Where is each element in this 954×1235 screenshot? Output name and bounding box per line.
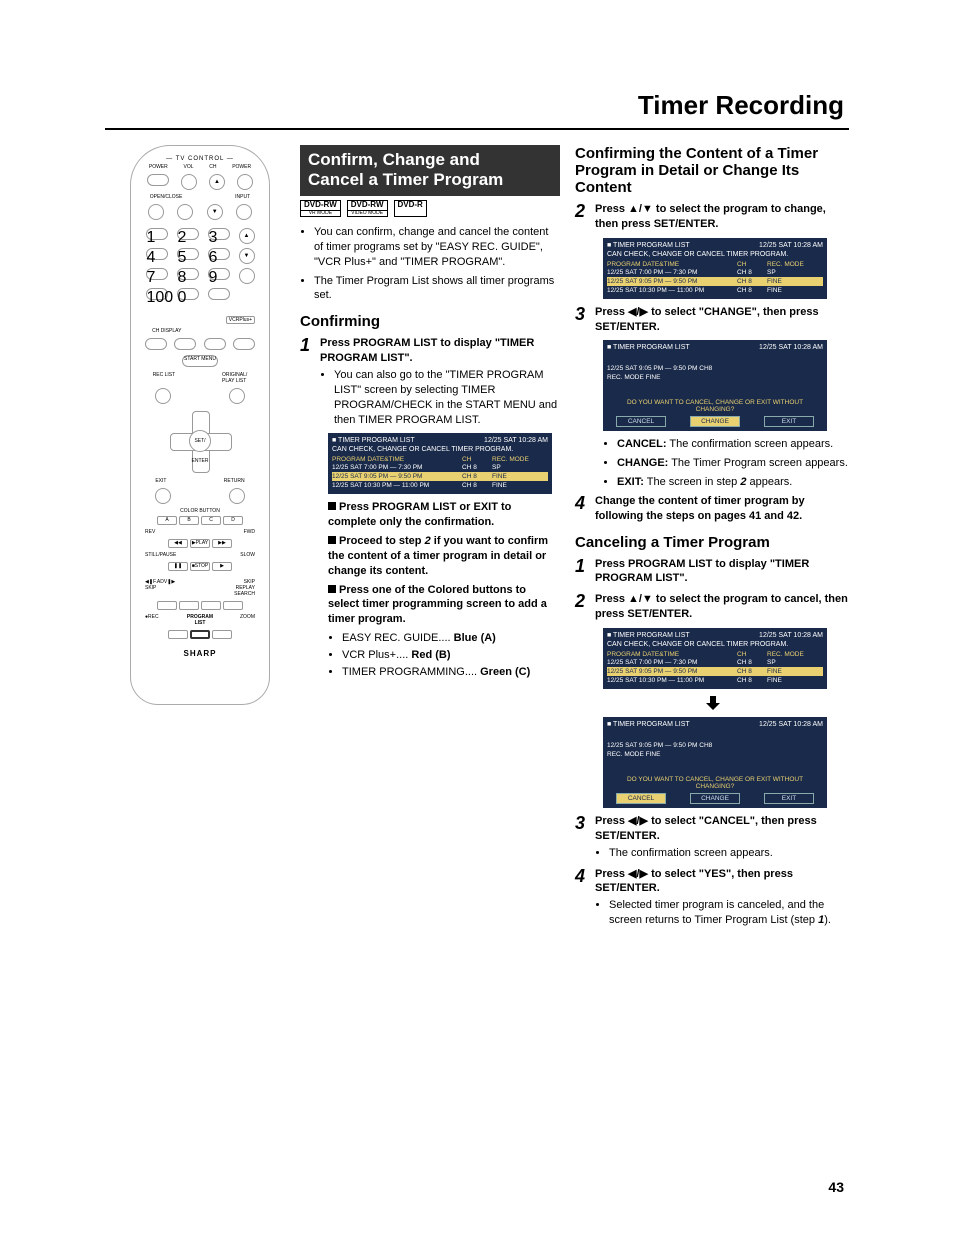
step-number: 2 [575, 202, 589, 220]
down-arrow-icon [705, 695, 721, 711]
step-number: 3 [575, 814, 589, 832]
title-rule [105, 128, 849, 130]
remote-control-illustration: — TV CONTROL — POWERVOLCHPOWER ▲ OPEN/CL… [130, 145, 270, 705]
section-title: Confirm, Change and Cancel a Timer Progr… [300, 145, 560, 196]
intro-bullets: You can confirm, change and cancel the c… [300, 225, 560, 303]
confirm-detail-heading: Confirming the Content of a Timer Progra… [575, 145, 850, 196]
step-number: 1 [575, 557, 589, 575]
osd-exit-btn: EXIT [764, 416, 814, 427]
confirming-heading: Confirming [300, 313, 560, 330]
osd-cancel-list: ■ TIMER PROGRAM LIST 12/25 SAT 10:28 AM … [603, 628, 827, 689]
step-number: 4 [575, 867, 589, 885]
media-badges: DVD-RWVR MODE DVD-RWVIDEO MODE DVD-R [300, 200, 560, 217]
note-colored-buttons: Press one of the Colored buttons to sele… [300, 583, 560, 628]
note-press-list-exit: Press PROGRAM LIST or EXIT to complete o… [300, 500, 560, 530]
osd-cancel-dialog: ■ TIMER PROGRAM LIST 12/25 SAT 10:28 AM … [603, 717, 827, 808]
osd-change-btn: CHANGE [690, 416, 740, 427]
canceling-heading: Canceling a Timer Program [575, 534, 850, 551]
osd-timer-list-2: ■ TIMER PROGRAM LIST 12/25 SAT 10:28 AM … [603, 238, 827, 299]
osd-timer-list: ■ TIMER PROGRAM LIST 12/25 SAT 10:28 AM … [328, 433, 552, 494]
osd-change-dialog: ■ TIMER PROGRAM LIST 12/25 SAT 10:28 AM … [603, 340, 827, 431]
osd-cancel-btn: CANCEL [616, 793, 666, 804]
osd-change-btn: CHANGE [690, 793, 740, 804]
page-number: 43 [828, 1179, 844, 1195]
step-number: 3 [575, 305, 589, 323]
step-number: 1 [300, 336, 314, 354]
method-bullets: EASY REC. GUIDE.... Blue (A) VCR Plus+..… [300, 631, 560, 680]
note-proceed-step2: Proceed to step 2 if you want to confirm… [300, 534, 560, 579]
change-options: CANCEL: The confirmation screen appears.… [575, 437, 850, 490]
osd-exit-btn: EXIT [764, 793, 814, 804]
step-number: 2 [575, 592, 589, 610]
osd-cancel-btn: CANCEL [616, 416, 666, 427]
page-title: Timer Recording [638, 90, 844, 121]
step-number: 4 [575, 494, 589, 512]
